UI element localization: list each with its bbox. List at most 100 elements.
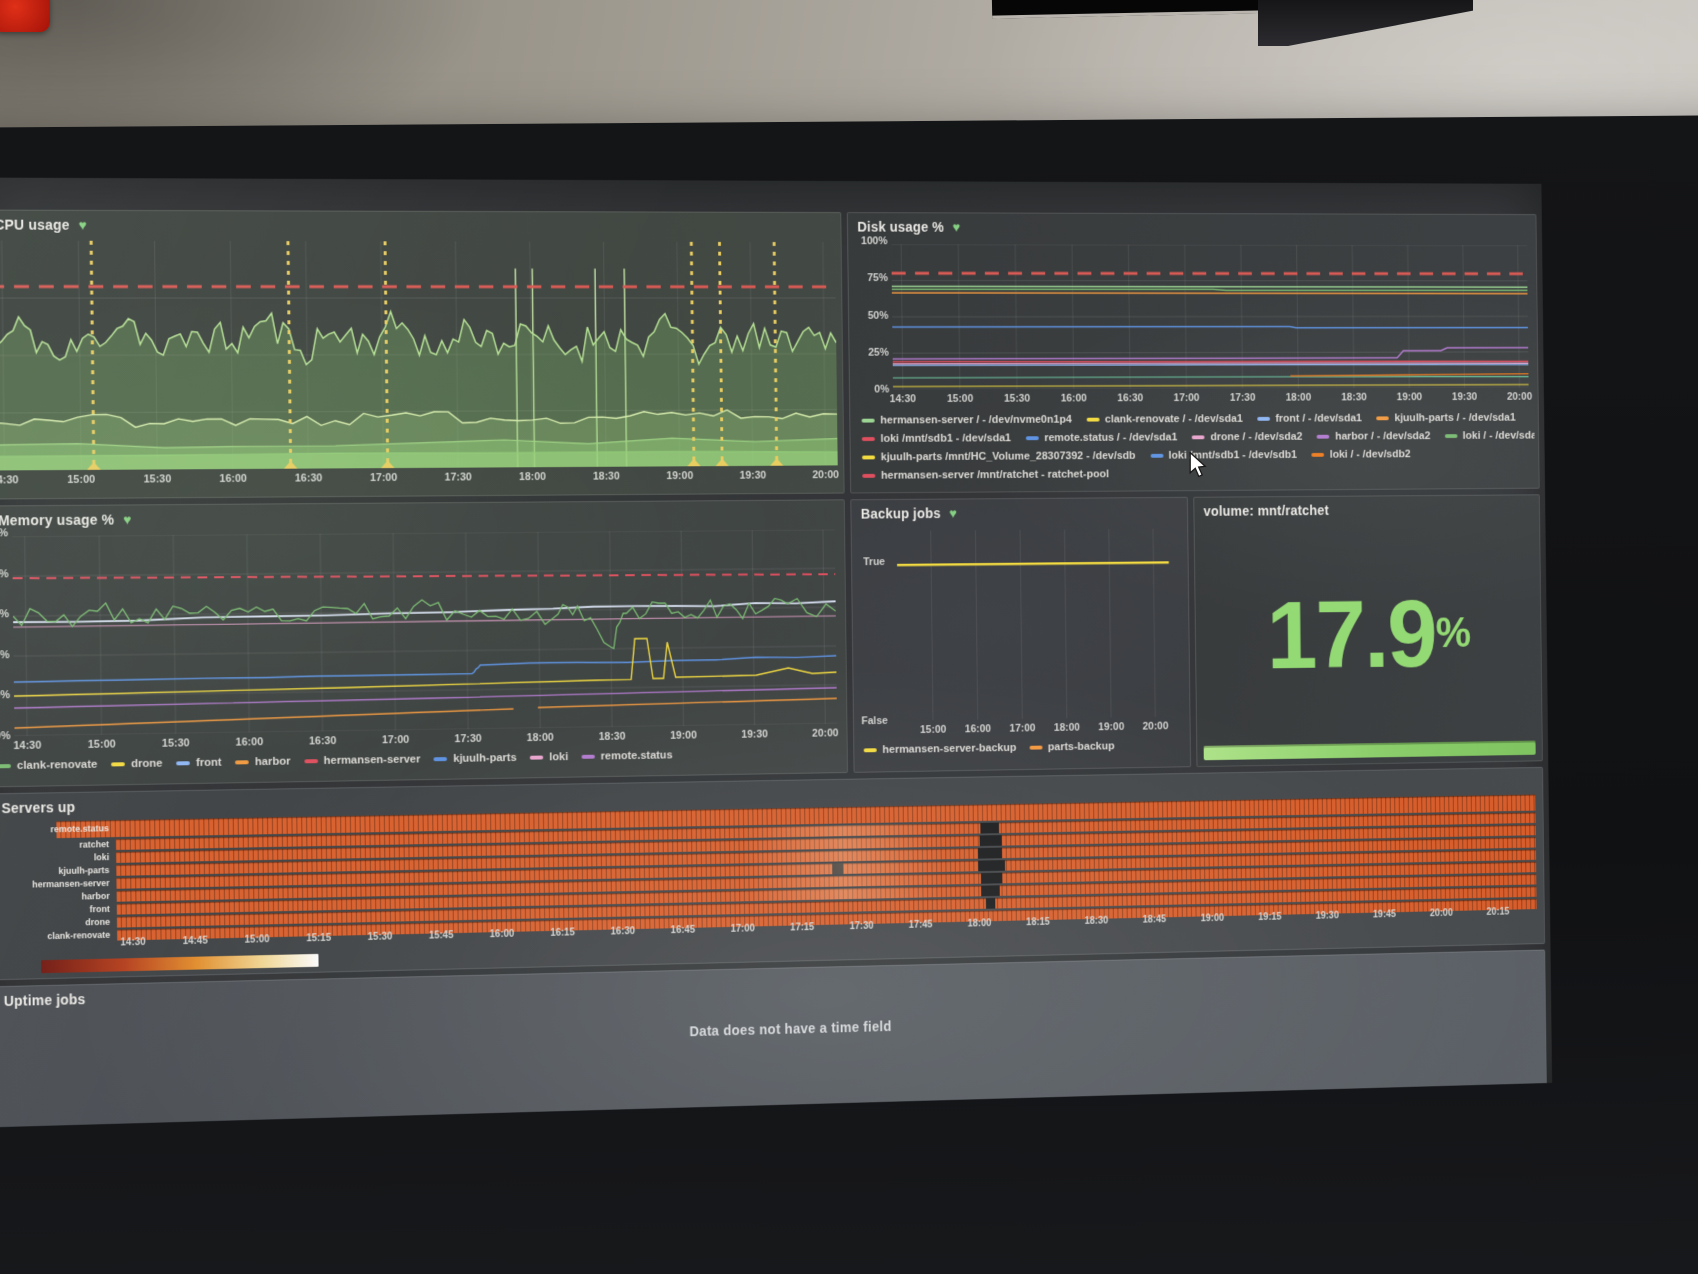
legend-label: hermansen-server / - /dev/nvme0n1p4 xyxy=(880,413,1072,426)
x-tick-label: 19:00 xyxy=(1396,391,1423,404)
legend-item[interactable]: kjuulh-parts / - /dev/sda1 xyxy=(1376,412,1516,424)
x-tick-label: 18:00 xyxy=(518,471,547,484)
legend-item[interactable]: drone xyxy=(111,757,163,771)
y-tick-label: 60% xyxy=(0,608,10,621)
health-heart-icon: ♥ xyxy=(949,505,957,521)
panel-uptime-jobs: Uptime jobs Data does not have a time fi… xyxy=(0,949,1548,1128)
legend-item[interactable]: remote.status xyxy=(581,749,673,763)
legend-label: parts-backup xyxy=(1047,740,1115,754)
legend-label: remote.status / - /dev/sda1 xyxy=(1044,431,1178,444)
disk-usage-chart[interactable] xyxy=(891,244,1528,389)
legend-item[interactable]: loki /mnt/sdb1 - /dev/sda1 xyxy=(861,432,1011,444)
cpu-panel-header[interactable]: CPU usage ♥ xyxy=(0,211,841,237)
x-tick-label: 18:30 xyxy=(1084,915,1109,927)
legend-item[interactable]: front / - /dev/sda1 xyxy=(1257,412,1362,424)
server-row-label: harbor xyxy=(81,890,110,902)
legend-item[interactable]: hermansen-server /mnt/ratchet - ratchet-… xyxy=(862,468,1109,481)
x-tick-label: 17:15 xyxy=(790,922,815,934)
legend-item[interactable]: remote.status / - /dev/sda1 xyxy=(1025,431,1178,444)
legend-label: kjuulh-parts xyxy=(453,752,517,765)
backup-panel-header[interactable]: Backup jobs ♥ xyxy=(851,498,1187,524)
panel-cpu-usage: CPU usage ♥ 14:30 15:00 15:30 16:00 16:30 17:… xyxy=(0,209,845,500)
health-heart-icon: ♥ xyxy=(122,511,132,528)
y-tick-label: 50% xyxy=(867,309,889,322)
panel-memory-usage: Memory usage % ♥ 100% 80% 60% 40% 20% 0% 14:3… xyxy=(0,499,848,788)
x-tick-label: 14:30 xyxy=(0,474,19,487)
x-tick-label: 15:00 xyxy=(919,723,947,736)
legend-item[interactable]: harbor / - /dev/sda2 xyxy=(1316,430,1430,442)
x-tick-label: 20:00 xyxy=(812,727,839,740)
server-down-gap xyxy=(981,885,1000,897)
disk-y-axis-labels: 100% 75% 50% 25% 0% xyxy=(854,235,890,396)
legend-swatch-icon xyxy=(861,454,876,459)
x-tick-label: 16:00 xyxy=(235,736,264,749)
x-tick-label: 19:00 xyxy=(666,470,694,483)
legend-item[interactable]: kjuulh-parts /mnt/HC_Volume_28307392 - /… xyxy=(861,450,1136,463)
legend-item[interactable]: clank-renovate xyxy=(0,759,97,773)
legend-item[interactable]: loki xyxy=(530,751,568,763)
y-tick-label: 80% xyxy=(0,567,9,581)
legend-item[interactable]: loki / - /dev/sda2 xyxy=(1444,429,1535,441)
legend-item[interactable]: hermansen-server-backup xyxy=(863,742,1016,756)
x-tick-label: 20:00 xyxy=(812,469,839,482)
backup-false-label: False xyxy=(861,715,888,728)
server-down-gap xyxy=(978,860,1005,872)
disk-chart-area[interactable] xyxy=(891,244,1528,389)
x-tick-label: 18:00 xyxy=(1053,721,1081,734)
backup-chart-area[interactable] xyxy=(891,529,1175,721)
cpu-chart-area[interactable] xyxy=(0,241,838,471)
legend-item[interactable]: parts-backup xyxy=(1029,740,1115,754)
x-tick-label: 15:00 xyxy=(87,738,116,751)
legend-label: drone / - /dev/sda2 xyxy=(1210,430,1303,443)
x-tick-label: 18:00 xyxy=(526,731,554,745)
legend-label: harbor xyxy=(254,755,291,769)
memory-panel-title: Memory usage % xyxy=(0,511,115,529)
legend-swatch-icon xyxy=(0,764,11,769)
legend-item[interactable]: clank-renovate / - /dev/sda1 xyxy=(1086,413,1243,425)
cpu-x-axis-ticks: 14:30 15:00 15:30 16:00 16:30 17:00 17:30 18:00… xyxy=(0,469,839,490)
x-tick-label: 18:15 xyxy=(1026,916,1050,929)
legend-swatch-icon xyxy=(1376,415,1390,420)
legend-item[interactable]: kjuulh-parts xyxy=(433,752,517,765)
cpu-usage-chart[interactable] xyxy=(0,241,838,471)
legend-label: hermansen-server /mnt/ratchet - ratchet-… xyxy=(880,468,1109,482)
x-tick-label: 15:15 xyxy=(306,932,332,945)
panel-backup-jobs: Backup jobs ♥ True False 15:00 16:00 17:00… xyxy=(850,496,1192,773)
x-tick-label: 17:00 xyxy=(1173,392,1200,404)
x-tick-label: 19:30 xyxy=(739,469,767,482)
legend-swatch-icon xyxy=(1025,435,1039,440)
panel-volume-ratchet: volume: mnt/ratchet 17.9 % xyxy=(1193,494,1543,768)
server-down-gap xyxy=(985,897,996,909)
legend-label: remote.status xyxy=(600,749,673,763)
legend-item[interactable]: hermansen-server xyxy=(304,754,420,768)
x-tick-label: 14:30 xyxy=(13,739,42,753)
legend-label: front xyxy=(195,756,222,770)
legend-item[interactable]: drone / - /dev/sda2 xyxy=(1192,431,1303,443)
legend-item[interactable]: loki /mnt/sdb1 - /dev/sdb1 xyxy=(1150,449,1297,461)
legend-item[interactable]: loki / - /dev/sdb2 xyxy=(1311,448,1411,460)
legend-item[interactable]: hermansen-server / - /dev/nvme0n1p4 xyxy=(861,413,1072,426)
x-tick-label: 17:30 xyxy=(444,471,472,484)
legend-swatch-icon xyxy=(176,761,191,766)
backup-jobs-chart[interactable] xyxy=(891,529,1175,721)
x-tick-label: 18:30 xyxy=(1341,391,1367,404)
x-tick-label: 16:30 xyxy=(610,926,636,938)
memory-usage-chart[interactable] xyxy=(12,529,837,736)
memory-chart-area[interactable] xyxy=(12,529,837,736)
x-tick-label: 15:00 xyxy=(946,393,974,405)
x-tick-label: 15:30 xyxy=(1003,392,1031,405)
backup-x-axis-ticks: 15:00 16:00 17:00 18:00 19:00 20:00 xyxy=(893,720,1175,740)
legend-item[interactable]: front xyxy=(176,757,222,770)
monitor-bezel: CPU usage ♥ 14:30 15:00 15:30 16:00 16:30 17:… xyxy=(0,114,1698,1274)
disk-panel-header[interactable]: Disk usage % ♥ xyxy=(848,213,1536,238)
legend-item[interactable]: harbor xyxy=(235,755,291,769)
legend-label: drone xyxy=(130,757,163,771)
legend-label: front / - /dev/sda1 xyxy=(1275,412,1362,425)
x-tick-label: 14:45 xyxy=(182,935,208,948)
memory-panel-header[interactable]: Memory usage % ♥ xyxy=(0,500,844,530)
legend-swatch-icon xyxy=(1316,434,1330,439)
volume-stat: 17.9 % xyxy=(1194,495,1542,766)
volume-stat-value: 17.9 xyxy=(1266,580,1437,690)
y-tick-label: 0% xyxy=(874,383,890,396)
